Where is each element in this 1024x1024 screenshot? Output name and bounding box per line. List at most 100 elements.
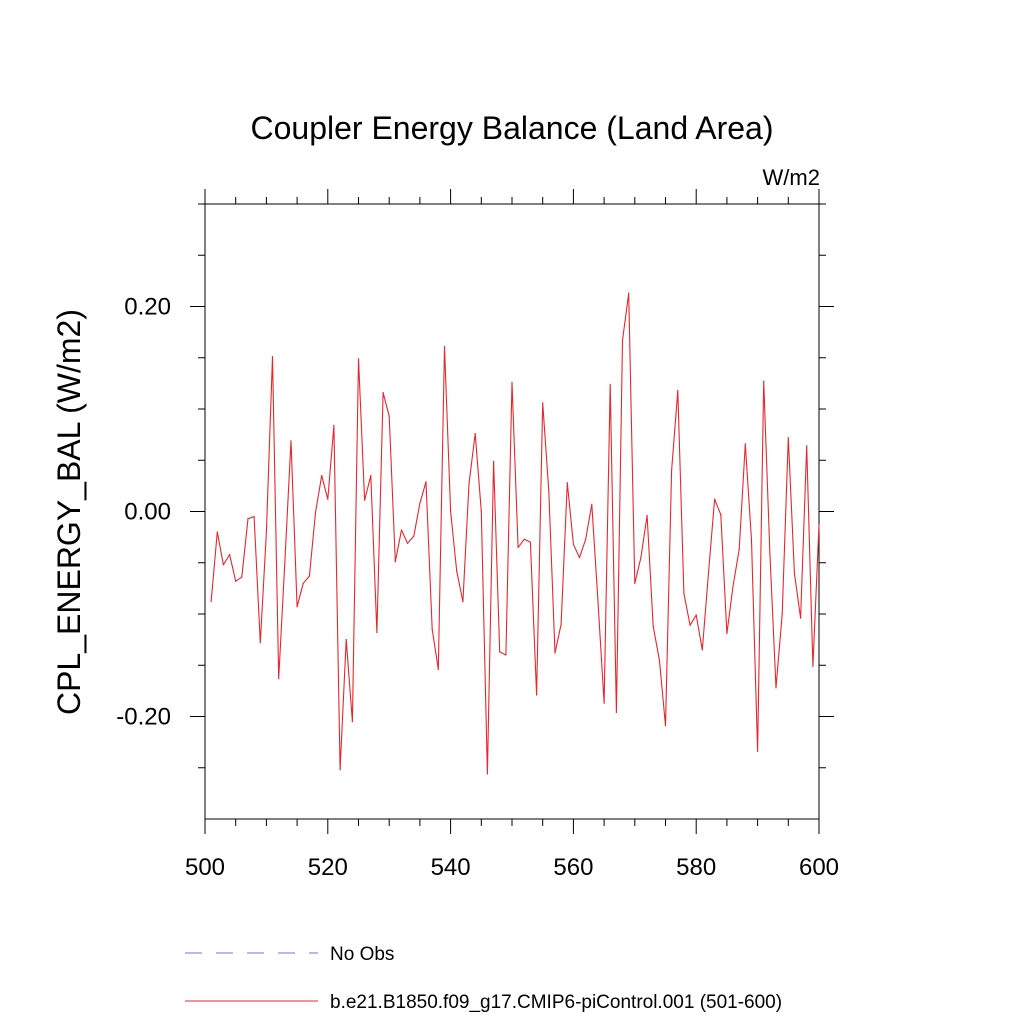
data-point: [615, 711, 618, 714]
data-point: [505, 654, 507, 656]
data-point: [714, 498, 716, 500]
data-point: [677, 390, 679, 392]
data-point: [775, 687, 777, 689]
data-point: [235, 580, 237, 582]
data-point: [370, 475, 372, 477]
data-point: [800, 617, 802, 619]
data-point: [486, 773, 488, 775]
y-axis-label: CPL_ENERGY_BAL (W/m2): [51, 309, 87, 715]
data-point: [413, 535, 415, 537]
data-point: [345, 639, 347, 641]
data-point: [259, 642, 261, 644]
data-point: [554, 652, 556, 654]
data-point: [529, 541, 532, 543]
data-point: [793, 572, 796, 574]
data-point: [216, 531, 218, 533]
plot-frame: [204, 203, 820, 820]
data-point: [671, 469, 673, 472]
data-point: [732, 585, 734, 587]
series-layer: [210, 292, 820, 775]
data-point: [621, 339, 624, 341]
y-tick-label: 0.00: [124, 499, 171, 526]
data-point: [241, 576, 243, 578]
data-point: [400, 529, 403, 531]
data-point: [493, 460, 495, 462]
data-point: [517, 546, 519, 549]
data-point: [726, 632, 728, 635]
data-point: [229, 553, 231, 556]
data-point: [296, 606, 298, 608]
data-point: [591, 503, 593, 505]
data-point: [437, 668, 439, 671]
data-point: [578, 557, 581, 559]
data-point: [628, 292, 630, 294]
x-tick-label: 540: [431, 854, 471, 881]
data-point: [247, 518, 249, 520]
data-point: [474, 433, 476, 435]
data-point: [210, 601, 212, 603]
data-point: [394, 561, 396, 563]
data-point: [769, 552, 771, 555]
y-tick-label: -0.20: [116, 704, 171, 731]
data-point: [388, 415, 390, 417]
data-point: [271, 356, 274, 358]
data-point: [542, 402, 544, 404]
chart-title: Coupler Energy Balance (Land Area): [251, 110, 774, 146]
data-point: [818, 524, 820, 526]
data-point: [707, 572, 710, 574]
data-point: [222, 564, 224, 566]
legend-label: No Obs: [330, 944, 394, 965]
data-point: [781, 613, 783, 615]
data-point: [658, 659, 661, 661]
data-point: [462, 601, 464, 603]
data-point: [364, 499, 366, 501]
data-point: [560, 623, 562, 625]
data-point: [321, 475, 323, 477]
data-point: [640, 557, 642, 559]
data-point: [536, 694, 538, 696]
data-point: [499, 651, 501, 653]
data-point: [480, 510, 482, 513]
data-point: [407, 542, 409, 544]
data-point: [787, 437, 789, 439]
data-point: [523, 538, 525, 540]
data-point: [812, 665, 814, 667]
data-point: [425, 481, 427, 483]
data-point: [744, 443, 746, 445]
data-point: [253, 516, 255, 518]
data-point: [750, 539, 753, 541]
data-point: [763, 380, 765, 382]
data-point: [634, 582, 636, 584]
x-tick-label: 600: [799, 854, 839, 881]
data-point: [382, 392, 384, 394]
legend-label: b.e21.B1850.f09_g17.CMIP6-piControl.001 …: [330, 992, 782, 1013]
data-point: [357, 358, 360, 360]
data-point: [572, 543, 575, 545]
data-point: [566, 482, 568, 484]
data-point: [806, 445, 808, 447]
x-tick-label: 500: [185, 854, 225, 881]
data-point: [443, 345, 446, 348]
data-point: [450, 510, 452, 513]
data-point: [664, 725, 667, 727]
data-point: [376, 631, 378, 634]
data-point: [652, 625, 654, 627]
data-point: [302, 582, 304, 584]
data-point: [695, 614, 697, 616]
data-point: [609, 383, 611, 385]
data-point: [738, 548, 740, 551]
data-point: [456, 570, 458, 572]
data-point: [548, 490, 550, 492]
data-point: [757, 750, 759, 753]
data-point: [683, 592, 685, 595]
series-line: [210, 292, 820, 775]
legend: No Obs b.e21.B1850.f09_g17.CMIP6-piContro…: [185, 944, 782, 1013]
data-point: [265, 531, 267, 533]
x-tick-label: 520: [308, 854, 348, 881]
x-tick-label: 560: [553, 854, 593, 881]
axes-layer: 500 520 540 560 580 600 -0.20 0.00 0.20: [116, 189, 839, 881]
data-point: [314, 511, 317, 514]
data-point: [327, 498, 329, 500]
x-tick-label: 580: [676, 854, 716, 881]
data-point: [646, 515, 648, 517]
